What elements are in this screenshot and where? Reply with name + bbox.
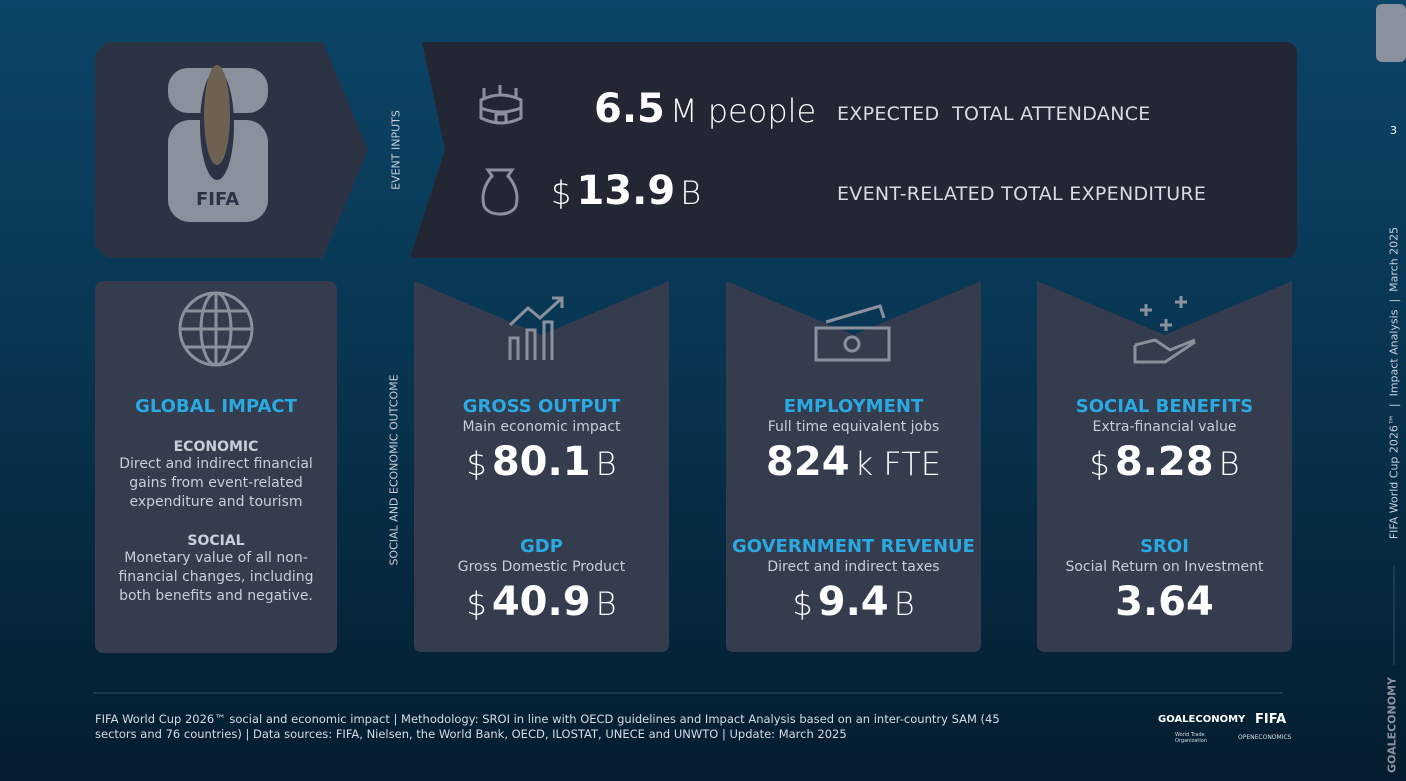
metric-subtitle: Full time equivalent jobs [767, 419, 940, 435]
prefix: $ [466, 585, 487, 623]
card [726, 281, 981, 652]
attendance-value: 6.5 M people [594, 86, 816, 132]
inputs-panel [410, 42, 1297, 258]
metric: SOCIAL BENEFITS Extra-financial value $ 8.… [1037, 396, 1292, 485]
metric: GDP Gross Domestic Product $ 40.9 B [414, 536, 669, 625]
input-icons [479, 85, 523, 216]
value: 824 [766, 439, 850, 485]
unit: B [893, 585, 915, 623]
metric: SROI Social Return on Investment 3.64 [1037, 536, 1292, 625]
metric-subtitle: Extra-financial value [1092, 419, 1237, 435]
prefix: $ [551, 174, 572, 212]
metric-title: GDP [520, 536, 563, 557]
partner-wto: World Trade Organization [1175, 732, 1207, 744]
social-title: SOCIAL [187, 533, 245, 549]
event-inputs-label: EVENT INPUTS [389, 110, 403, 190]
footer: FIFA World Cup 2026™ social and economic… [95, 712, 1000, 741]
metric-title: EMPLOYMENT [783, 396, 924, 417]
unit: B [595, 585, 617, 623]
metric-value: $ 8.28 B [1037, 439, 1292, 485]
metric-title: SOCIAL BENEFITS [1075, 396, 1254, 417]
metric-title: SROI [1140, 536, 1189, 557]
expenditure-label: EVENT-RELATED TOTAL EXPENDITURE [837, 183, 1207, 205]
metric-subtitle: Direct and indirect taxes [767, 559, 940, 575]
sidebar-logo [1376, 4, 1406, 62]
title: GLOBAL IMPACT [135, 396, 297, 417]
social-text: Monetary value of all non-financial chan… [118, 550, 314, 604]
attendance-label: EXPECTED TOTAL ATTENDANCE [837, 103, 1151, 125]
metric-value: 3.64 [1037, 579, 1292, 625]
metric-title: GROSS OUTPUT [462, 396, 621, 417]
metric: GOVERNMENT REVENUE Direct and indirect ta… [726, 536, 981, 625]
unit: B [1218, 445, 1240, 483]
partner-fifa: FIFA [1255, 712, 1287, 727]
economic-title: ECONOMIC [173, 439, 259, 455]
global-impact-panel [95, 281, 337, 653]
metric-value: $ 40.9 B [414, 579, 669, 625]
value: 6.5 [594, 86, 665, 132]
value: 80.1 [491, 439, 591, 485]
partner-openeconomics: OPENECONOMICS [1238, 734, 1292, 741]
unit: M people [669, 92, 817, 130]
metric-value: 824 k FTE [726, 439, 981, 485]
value: 8.28 [1114, 439, 1214, 485]
page-number: 3 [1390, 124, 1397, 137]
value: 13.9 [576, 168, 676, 214]
icons [178, 291, 1196, 367]
card [1037, 281, 1292, 652]
card [414, 281, 669, 652]
metric-subtitle: Social Return on Investment [1065, 559, 1264, 575]
global-impact: GLOBAL IMPACT ECONOMIC Direct and indire… [106, 396, 326, 606]
unit: B [595, 445, 617, 483]
value: 3.64 [1115, 579, 1214, 625]
fifa-26-logo [168, 65, 268, 222]
metric-title: GOVERNMENT REVENUE [732, 536, 975, 557]
unit: k FTE [854, 445, 941, 483]
prefix: $ [466, 445, 487, 483]
metric-value: $ 80.1 B [414, 439, 669, 485]
sidebar-caption: FIFA World Cup 2026™ | Impact Analysis |… [1387, 226, 1401, 540]
unit: B [680, 174, 702, 212]
logo-text: FIFA [196, 189, 240, 210]
metric: EMPLOYMENT Full time equivalent jobs 824 k… [726, 396, 981, 485]
expenditure-value: $ 13.9 B [551, 168, 701, 214]
value: 40.9 [491, 579, 591, 625]
prefix: $ [1089, 445, 1110, 483]
metric-value: $ 9.4 B [726, 579, 981, 625]
prefix: $ [792, 585, 813, 623]
metric-subtitle: Gross Domestic Product [457, 559, 626, 575]
sidebar-brand: GOALECONOMY [1385, 676, 1399, 774]
outcome-label: SOCIAL AND ECONOMIC OUTCOME [387, 374, 401, 566]
value: 9.4 [817, 579, 889, 625]
metric: GROSS OUTPUT Main economic impact $ 80.1 B [414, 396, 669, 485]
economic-text: Direct and indirect financial gains from… [119, 456, 313, 510]
partner-goaleconomy: GOALECONOMY [1158, 714, 1246, 725]
metric-subtitle: Main economic impact [462, 419, 621, 435]
